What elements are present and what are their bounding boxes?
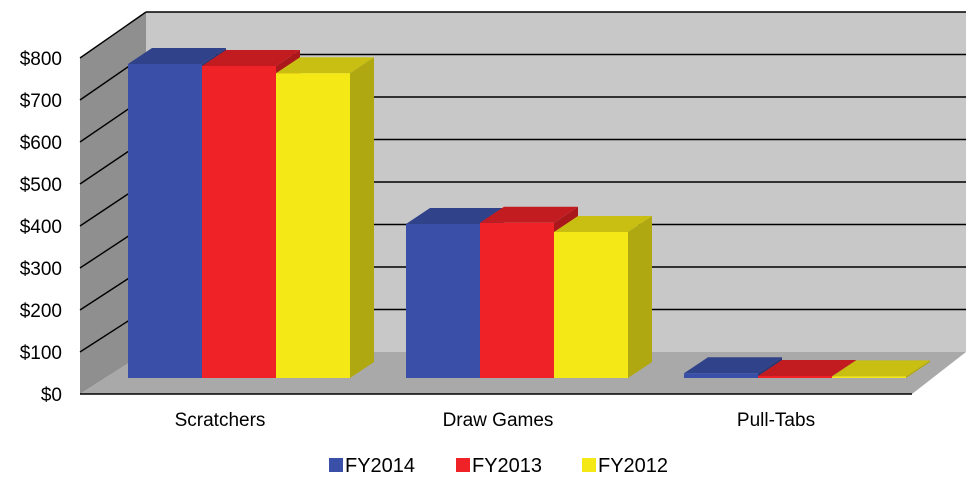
bar-top xyxy=(758,360,856,376)
legend-label: FY2012 xyxy=(598,455,668,477)
bars xyxy=(128,48,930,378)
y-tick-label: $300 xyxy=(20,259,62,280)
bar-front xyxy=(202,66,276,378)
y-tick-label: $500 xyxy=(20,175,62,196)
y-tick-label: $200 xyxy=(20,301,62,322)
x-category-label: Pull-Tabs xyxy=(737,410,815,431)
bar-front xyxy=(128,64,202,378)
legend-item-FY2013: FY2013 xyxy=(456,455,542,477)
bar-FY2012-Pull-Tabs xyxy=(832,360,930,378)
bar-side xyxy=(906,360,930,378)
x-category-label: Draw Games xyxy=(443,410,554,431)
x-axis-labels: Scratchers Draw Games Pull-Tabs xyxy=(175,410,815,431)
bar-front xyxy=(276,73,350,378)
bar-top xyxy=(276,57,374,74)
bar-side xyxy=(350,57,374,378)
bar-top xyxy=(684,357,782,374)
legend-swatch xyxy=(329,458,343,472)
y-tick-label: $100 xyxy=(20,343,62,364)
legend: FY2014 FY2013 FY2012 xyxy=(329,455,668,477)
bar-front xyxy=(406,224,480,378)
legend-swatch xyxy=(456,458,470,472)
bar-front xyxy=(758,376,832,378)
bar-FY2012-Scratchers xyxy=(276,57,374,378)
bar-top xyxy=(480,206,578,223)
legend-swatch xyxy=(582,458,596,472)
y-tick-label: $400 xyxy=(20,217,62,238)
y-axis: $0 $100 $200 $300 $400 $500 $600 $700 $800 xyxy=(20,49,912,406)
y-tick-label: $600 xyxy=(20,133,62,154)
bar-top xyxy=(128,48,226,64)
y-tick-label: $0 xyxy=(41,385,62,406)
legend-label: FY2013 xyxy=(472,455,542,477)
gridline-side xyxy=(79,11,147,59)
bar-top xyxy=(554,216,652,232)
y-tick-label: $800 xyxy=(20,49,62,70)
bar-front xyxy=(684,373,758,378)
legend-label: FY2014 xyxy=(345,455,415,477)
bar-top xyxy=(832,360,930,377)
y-tick-label: $700 xyxy=(20,91,62,112)
bar-front xyxy=(554,232,628,378)
legend-item-FY2014: FY2014 xyxy=(329,455,415,477)
bar-top xyxy=(406,208,504,224)
x-category-label: Scratchers xyxy=(175,410,266,431)
bar-FY2012-Draw Games xyxy=(554,216,652,378)
legend-item-FY2012: FY2012 xyxy=(582,455,668,477)
bar-top xyxy=(202,50,300,66)
bar-front xyxy=(480,222,554,378)
bar-side xyxy=(628,216,652,378)
bar-front xyxy=(832,376,906,378)
